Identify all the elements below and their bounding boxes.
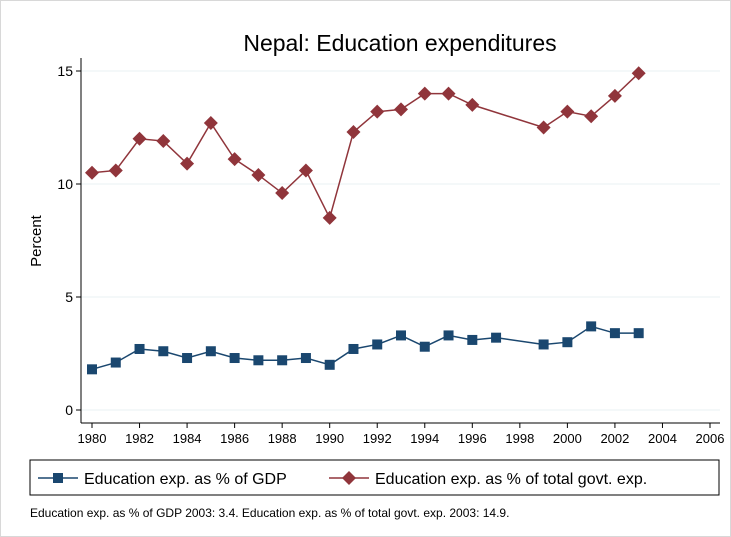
chart-title: Nepal: Education expenditures [243,30,556,56]
data-point [562,337,573,348]
x-tick-label: 1992 [363,431,392,446]
y-tick-label: 15 [57,63,73,79]
data-point [134,343,145,354]
data-point [253,355,264,366]
y-tick-label: 5 [65,289,73,305]
data-point [158,346,169,357]
y-axis-label: Percent [28,214,45,267]
legend-label: Education exp. as % of GDP [84,471,287,488]
data-point [631,66,646,81]
footnote: Education exp. as % of GDP 2003: 3.4. Ed… [30,506,510,520]
data-point [87,364,97,375]
data-point [203,115,218,130]
data-point [467,334,478,345]
x-tick-label: 2000 [553,431,582,446]
x-tick-label: 1980 [78,431,107,446]
x-tick-label: 1990 [315,431,344,446]
x-tick-label: 1982 [125,431,154,446]
data-point [322,210,337,225]
data-point [324,359,335,370]
data-point [609,328,620,339]
x-tick-label: 1988 [268,431,297,446]
legend-box [29,459,720,496]
data-point [372,339,383,350]
data-point [491,332,502,343]
x-tick-label: 1996 [458,431,487,446]
data-point [441,86,456,101]
data-point [465,97,480,112]
legend-entry-1: Education exp. as % of GDP [38,471,287,488]
x-tick-label: 2006 [696,431,725,446]
y-tick-label: 0 [65,402,73,418]
series-1 [87,321,644,375]
data-point [607,88,622,103]
data-point [419,341,430,352]
series-2 [85,66,646,225]
legend: Education exp. as % of GDP Education exp.… [29,459,720,496]
data-point [370,104,385,119]
data-point [348,343,359,354]
data-point [108,163,123,178]
data-point [85,165,99,180]
data-point [227,152,242,167]
data-point [205,346,216,357]
x-tick-label: 1998 [505,431,534,446]
data-point [182,353,193,364]
data-point [417,86,432,101]
x-tick-label: 1986 [220,431,249,446]
data-point [586,321,597,332]
data-point [132,131,147,146]
data-point [277,355,288,366]
data-point [110,357,121,368]
data-point [443,330,454,341]
legend-label: Education exp. as % of total govt. exp. [375,471,647,488]
legend-marker [342,471,356,485]
data-point [633,328,644,339]
axes: 0 5 10 15 1980 1982 1984 1986 1988 1990 1992 1994 19… [57,58,724,446]
legend-entry-2: Education exp. as % of total govt. exp. [329,471,647,488]
data-point [251,167,266,182]
x-tick-label: 2002 [600,431,629,446]
series-layer [85,66,646,375]
data-point [538,339,549,350]
data-point [560,104,575,119]
x-tick-label: 2004 [648,431,677,446]
data-point [584,109,599,124]
legend-marker [53,473,63,483]
x-tick-label: 1994 [410,431,439,446]
data-point [229,353,240,364]
data-point [346,125,361,140]
series-line [91,72,640,220]
data-point [298,163,313,178]
data-point [156,134,171,149]
data-point [275,186,290,201]
data-point [396,330,406,341]
data-point [394,102,408,117]
data-point [300,353,311,364]
y-tick-label: 10 [57,176,73,192]
data-point [180,156,195,171]
data-point [536,120,551,135]
x-tick-label: 1984 [173,431,202,446]
